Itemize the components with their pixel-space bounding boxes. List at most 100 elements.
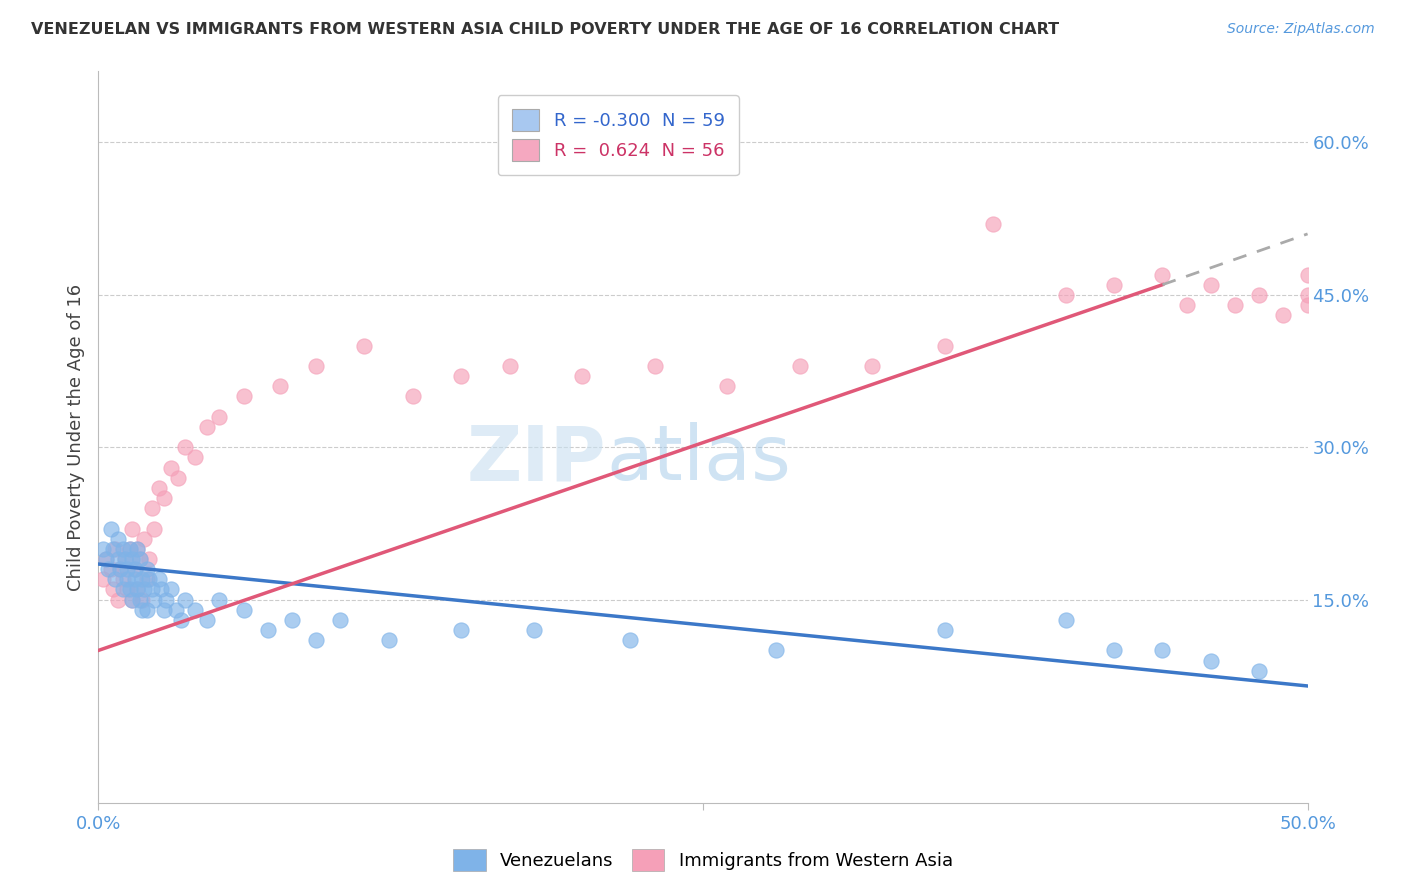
Point: [138, 572, 160, 586]
Point: [127, 541, 149, 556]
Point: [1296, 298, 1319, 312]
Point: [450, 623, 472, 637]
Point: [114, 552, 136, 566]
Point: [100, 521, 122, 535]
Point: [128, 552, 150, 566]
Point: [124, 572, 146, 586]
Point: [104, 572, 127, 586]
Point: [114, 552, 136, 566]
Point: [1296, 288, 1319, 302]
Point: [160, 460, 183, 475]
Point: [281, 613, 304, 627]
Text: ZIP: ZIP: [467, 422, 606, 496]
Point: [128, 592, 150, 607]
Point: [716, 379, 738, 393]
Point: [143, 592, 166, 607]
Point: [450, 369, 472, 384]
Point: [1102, 643, 1125, 657]
Point: [131, 603, 153, 617]
Point: [1175, 298, 1198, 312]
Point: [117, 562, 139, 576]
Point: [101, 541, 124, 556]
Point: [141, 582, 163, 597]
Legend: R = -0.300  N = 59, R =  0.624  N = 56: R = -0.300 N = 59, R = 0.624 N = 56: [498, 95, 740, 175]
Point: [111, 582, 134, 597]
Text: atlas: atlas: [606, 422, 792, 496]
Point: [111, 541, 134, 556]
Point: [1249, 664, 1271, 678]
Point: [150, 582, 173, 597]
Point: [117, 582, 139, 597]
Point: [167, 471, 190, 485]
Point: [195, 613, 218, 627]
Point: [160, 582, 183, 597]
Point: [143, 521, 166, 535]
Point: [152, 603, 174, 617]
Point: [1102, 277, 1125, 292]
Point: [208, 409, 231, 424]
Point: [934, 623, 956, 637]
Point: [141, 501, 163, 516]
Point: [1199, 654, 1222, 668]
Point: [138, 552, 160, 566]
Point: [165, 603, 187, 617]
Point: [934, 339, 956, 353]
Point: [329, 613, 352, 627]
Point: [184, 603, 207, 617]
Point: [91, 572, 114, 586]
Point: [127, 582, 149, 597]
Point: [118, 541, 141, 556]
Point: [402, 389, 425, 403]
Point: [860, 359, 883, 373]
Point: [100, 562, 122, 576]
Point: [121, 552, 143, 566]
Point: [523, 623, 546, 637]
Point: [232, 603, 254, 617]
Point: [353, 339, 375, 353]
Point: [1152, 268, 1174, 282]
Point: [94, 552, 117, 566]
Point: [124, 562, 146, 576]
Point: [152, 491, 174, 505]
Point: [1054, 288, 1077, 302]
Point: [107, 532, 129, 546]
Point: [121, 521, 143, 535]
Point: [94, 552, 117, 566]
Point: [174, 592, 197, 607]
Point: [148, 572, 170, 586]
Point: [1054, 613, 1077, 627]
Point: [127, 582, 149, 597]
Point: [118, 541, 141, 556]
Point: [1199, 277, 1222, 292]
Point: [789, 359, 811, 373]
Point: [269, 379, 291, 393]
Point: [97, 562, 120, 576]
Point: [232, 389, 254, 403]
Point: [135, 603, 157, 617]
Point: [498, 359, 520, 373]
Legend: Venezuelans, Immigrants from Western Asia: Venezuelans, Immigrants from Western Asi…: [446, 842, 960, 879]
Point: [107, 592, 129, 607]
Text: VENEZUELAN VS IMMIGRANTS FROM WESTERN ASIA CHILD POVERTY UNDER THE AGE OF 16 COR: VENEZUELAN VS IMMIGRANTS FROM WESTERN AS…: [31, 22, 1059, 37]
Y-axis label: Child Poverty Under the Age of 16: Child Poverty Under the Age of 16: [66, 284, 84, 591]
Point: [107, 552, 129, 566]
Point: [134, 532, 156, 546]
Point: [131, 572, 153, 586]
Point: [765, 643, 787, 657]
Point: [118, 582, 141, 597]
Point: [127, 541, 149, 556]
Point: [135, 562, 157, 576]
Point: [1223, 298, 1246, 312]
Point: [104, 541, 127, 556]
Point: [155, 592, 177, 607]
Point: [135, 572, 157, 586]
Point: [256, 623, 278, 637]
Point: [1249, 288, 1271, 302]
Point: [184, 450, 207, 465]
Text: Source: ZipAtlas.com: Source: ZipAtlas.com: [1227, 22, 1375, 37]
Point: [305, 633, 328, 648]
Point: [174, 440, 197, 454]
Point: [148, 481, 170, 495]
Point: [195, 420, 218, 434]
Point: [571, 369, 593, 384]
